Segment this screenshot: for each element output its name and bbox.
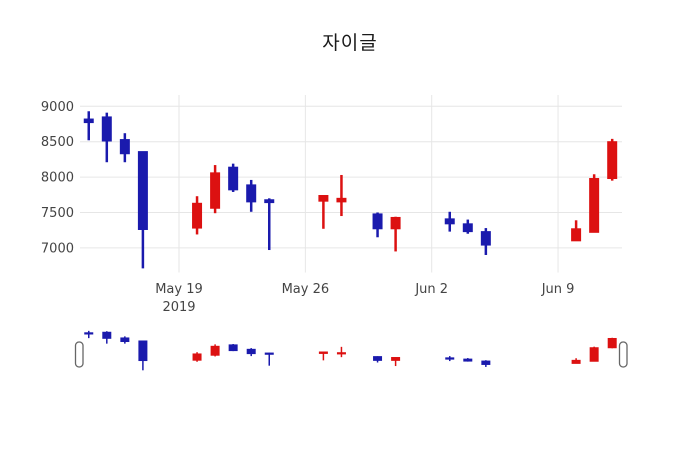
rangeslider-track[interactable] (80, 326, 622, 380)
rangeslider-candle (589, 346, 599, 362)
gridlines (80, 95, 622, 273)
candle-body (228, 166, 239, 191)
candle-body (589, 347, 599, 362)
candle[interactable] (390, 216, 401, 252)
rangeslider-candle (264, 352, 274, 366)
candle-body (318, 195, 329, 202)
candle-body (246, 348, 256, 355)
candle[interactable] (83, 111, 94, 141)
candle[interactable] (607, 138, 618, 181)
candle-body (120, 337, 130, 343)
candle[interactable] (336, 174, 347, 217)
candle-body (83, 118, 94, 124)
candle[interactable] (462, 219, 473, 234)
candle-body (137, 151, 148, 230)
candle-body (463, 358, 473, 362)
candle-body (138, 340, 148, 362)
candle[interactable] (119, 133, 130, 163)
candle[interactable] (318, 195, 329, 229)
y-tick-label: 7000 (41, 241, 74, 256)
rangeslider-candle (373, 356, 383, 363)
rangeslider-candle (318, 351, 328, 361)
candle-body (264, 199, 275, 204)
candle[interactable] (228, 163, 239, 192)
x-axis-labels: May 19 2019 May 26 Jun 2 Jun 9 (155, 282, 574, 315)
rangeslider-right-handle[interactable] (618, 341, 628, 368)
rangeslider-candle (120, 336, 130, 344)
candle-body (607, 337, 617, 349)
x-tick-sublabel: 2019 (162, 300, 195, 315)
y-tick-label: 8000 (41, 171, 74, 186)
candle[interactable] (246, 179, 257, 212)
candle-body (571, 359, 581, 364)
chart-title: 자이글 (322, 32, 378, 54)
candle-body (210, 345, 220, 356)
candle[interactable] (589, 174, 600, 233)
candle-body (102, 331, 112, 339)
rangeslider-candle (228, 344, 238, 352)
candle[interactable] (137, 151, 148, 269)
rangeslider-candle (607, 337, 617, 349)
candle-body (372, 213, 383, 230)
x-tick-label: May 19 (155, 282, 203, 297)
candle-body (373, 356, 383, 361)
rangeslider-candles-layer (84, 330, 617, 371)
rangeslider[interactable] (74, 326, 628, 380)
x-tick-label: Jun 2 (414, 282, 448, 297)
candle-body (192, 353, 202, 361)
rangeslider-candle (463, 358, 473, 362)
y-axis-labels: 9000 8500 8000 7500 7000 (41, 100, 74, 257)
candles-layer (83, 111, 618, 269)
candle-body (444, 218, 455, 225)
candle-body (480, 231, 491, 246)
y-tick-label: 9000 (41, 100, 74, 115)
candle-body (336, 352, 346, 355)
candle-body (228, 344, 238, 352)
candle-body (336, 197, 347, 203)
candle-body (264, 352, 274, 355)
candle-body (481, 360, 491, 365)
candle[interactable] (264, 198, 275, 251)
candle-body (101, 116, 112, 142)
candle-body (192, 202, 203, 229)
rangeslider-candle (336, 346, 346, 358)
candle[interactable] (210, 165, 221, 214)
x-tick-label: May 26 (282, 282, 330, 297)
candle-body (607, 141, 618, 180)
candle-body (445, 357, 455, 360)
candle-body (391, 357, 401, 361)
candle[interactable] (444, 211, 455, 232)
rangeslider-candle (210, 344, 220, 357)
x-tick-label: Jun 9 (541, 282, 575, 297)
rangeslider-left-handle[interactable] (74, 341, 84, 368)
rangeslider-candle (192, 352, 202, 362)
candle[interactable] (372, 212, 383, 238)
candle[interactable] (480, 228, 491, 255)
y-tick-label: 7500 (41, 206, 74, 221)
candle-body (462, 223, 473, 233)
candle[interactable] (571, 220, 582, 242)
candle[interactable] (192, 196, 203, 235)
candle-body (571, 228, 582, 242)
candle-body (390, 216, 401, 230)
candle-body (318, 351, 328, 354)
rangeslider-candle (571, 358, 581, 364)
candle-body (246, 184, 257, 203)
candle[interactable] (101, 112, 112, 163)
rangeslider-candle (246, 348, 256, 357)
rangeslider-candle (102, 331, 112, 344)
rangeslider-candle (391, 357, 401, 367)
rangeslider-candle (84, 330, 94, 339)
rangeslider-candle (138, 340, 148, 371)
candle-body (119, 139, 130, 155)
candle-body (589, 178, 600, 233)
candle-body (84, 332, 94, 335)
y-tick-label: 8500 (41, 135, 74, 150)
rangeslider-candle (481, 360, 491, 367)
candle-body (210, 172, 221, 209)
rangeslider-candle (445, 356, 455, 362)
